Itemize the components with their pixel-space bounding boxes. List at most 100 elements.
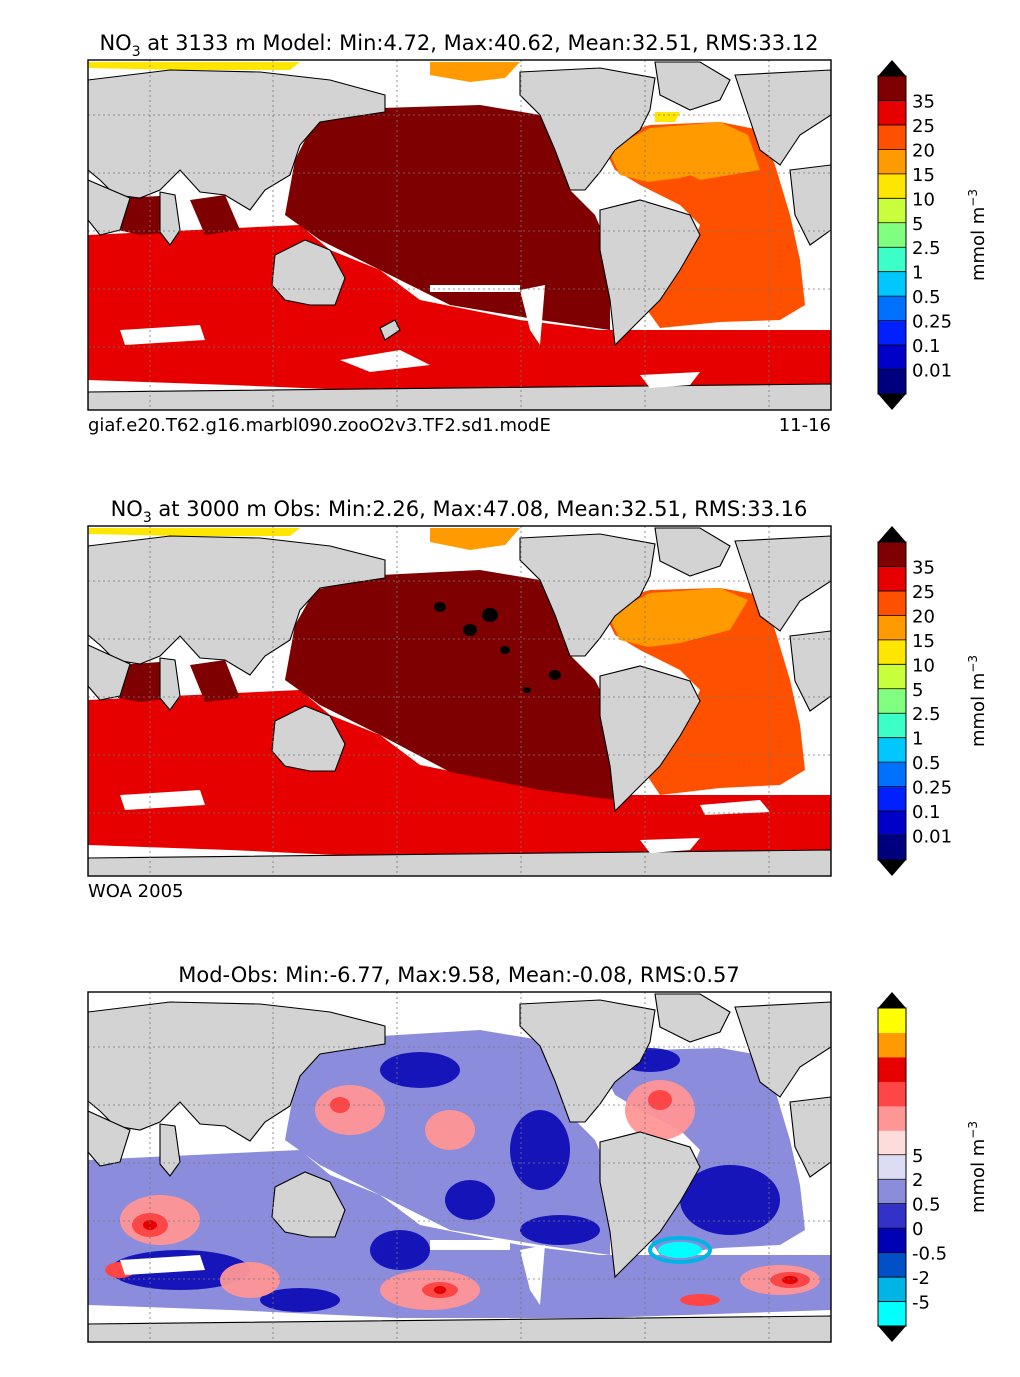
panel-diff-frame	[87, 991, 832, 1343]
colorbar-swatch	[878, 1179, 906, 1205]
colorbar-tick-label: -2	[912, 1268, 930, 1289]
colorbar-swatch	[878, 1056, 906, 1082]
colorbar-tick-label: 35	[912, 557, 935, 578]
colorbar-tick-label: 35	[912, 91, 935, 112]
panel-model-frame	[87, 59, 832, 411]
colorbar-tick-label: 0.25	[912, 312, 952, 333]
colorbar-swatch	[878, 296, 906, 322]
colorbar-tick-label: 2.5	[912, 238, 941, 259]
panel-diff: Mod-Obs: Min:-6.77, Max:9.58, Mean:-0.08…	[87, 963, 989, 1343]
colorbar-tick-label: 0.25	[912, 778, 952, 799]
panel-obs: NO3 at 3000 m Obs: Min:2.26, Max:47.08, …	[87, 497, 989, 902]
colorbar-tick-label: 20	[912, 606, 935, 627]
colorbar-swatch	[878, 1154, 906, 1180]
colorbar-swatch	[878, 1203, 906, 1229]
panel-model-title: NO3 at 3133 m Model: Min:4.72, Max:40.62…	[99, 31, 818, 60]
colorbar-tick-label: 0.5	[912, 1195, 941, 1216]
colorbar-extend-min	[878, 860, 906, 876]
colorbar-tick-label: 0.01	[912, 827, 952, 848]
colorbar-swatch	[878, 100, 906, 126]
colorbar-swatch	[878, 713, 906, 739]
colorbar-tick-label: 1	[912, 263, 923, 284]
panel-model: NO3 at 3133 m Model: Min:4.72, Max:40.62…	[87, 31, 989, 436]
colorbar-tick-label: 20	[912, 140, 935, 161]
colorbar-swatch	[878, 320, 906, 346]
colorbar-swatch	[878, 271, 906, 297]
colorbar-swatch	[878, 590, 906, 616]
colorbar-tick-label: 25	[912, 116, 935, 137]
colorbar-swatch	[878, 1008, 906, 1033]
colorbar-model: 0.01 0.1 0.25 0.5 1 2.5 5 10 15 20 25 35 mmol m−3	[877, 60, 989, 410]
colorbar-extend-min	[878, 1326, 906, 1342]
colorbar-tick-label: 5	[912, 680, 923, 701]
colorbar-tick-label: 25	[912, 582, 935, 603]
colorbar-swatch	[878, 786, 906, 812]
colorbar-swatch	[878, 1277, 906, 1303]
colorbar-swatch	[878, 811, 906, 837]
colorbar-frame	[877, 1007, 907, 1327]
colorbar-tick-label: 15	[912, 165, 935, 186]
panel-obs-map	[88, 526, 831, 876]
colorbar-swatch	[878, 198, 906, 224]
colorbar-swatch	[878, 149, 906, 175]
colorbar-tick-label: 10	[912, 655, 935, 676]
colorbar-swatch	[878, 1252, 906, 1278]
colorbar-swatch	[878, 737, 906, 763]
colorbar-swatch	[878, 345, 906, 371]
colorbar-extend-max	[878, 526, 906, 542]
panel-model-caption-left: giaf.e20.T62.g16.marbl090.zooO2v3.TF2.sd…	[88, 415, 551, 436]
colorbar-swatch	[878, 688, 906, 714]
colorbar-swatch	[878, 1130, 906, 1156]
colorbar-label: mmol m−3	[966, 655, 989, 747]
panel-obs-title: NO3 at 3000 m Obs: Min:2.26, Max:47.08, …	[111, 497, 808, 526]
colorbar-frame	[877, 541, 907, 861]
colorbar-swatch	[878, 1228, 906, 1254]
colorbar-swatch	[878, 222, 906, 248]
colorbar-swatch	[878, 762, 906, 788]
colorbar-frame	[877, 75, 907, 395]
colorbar-tick-label: 0	[912, 1219, 923, 1240]
colorbar-swatch	[878, 76, 906, 101]
colorbar-swatch	[878, 1301, 906, 1327]
colorbar-tick-label: 15	[912, 631, 935, 652]
panel-obs-frame	[87, 525, 832, 877]
colorbar-extend-max	[878, 992, 906, 1008]
panel-diff-title: Mod-Obs: Min:-6.77, Max:9.58, Mean:-0.08…	[178, 963, 739, 987]
colorbar-swatch	[878, 247, 906, 273]
colorbar-tick-label: 0.01	[912, 361, 952, 382]
colorbar-tick-label: 2.5	[912, 704, 941, 725]
colorbar-swatch	[878, 369, 906, 395]
colorbar-extend-min	[878, 394, 906, 410]
colorbar-tick-label: 0.1	[912, 802, 941, 823]
colorbar-swatch	[878, 664, 906, 690]
colorbar-tick-label: -0.5	[912, 1244, 947, 1265]
colorbar-obs: 0.01 0.1 0.25 0.5 1 2.5 5 10 15 20 25 35 mmol m−3	[877, 526, 989, 876]
colorbar-tick-label: 0.1	[912, 336, 941, 357]
panel-model-caption-right: 11-16	[779, 415, 831, 436]
colorbar-swatch	[878, 835, 906, 861]
colorbar-tick-label: 5	[912, 214, 923, 235]
colorbar-swatch	[878, 615, 906, 641]
colorbar-tick-label: 0.5	[912, 287, 941, 308]
colorbar-tick-label: 10	[912, 189, 935, 210]
colorbar-tick-label: 1	[912, 729, 923, 750]
colorbar-tick-label: 2	[912, 1170, 923, 1191]
colorbar-diff: -5 -2 -0.5 0 0.5 2 5 mmol m−3	[877, 992, 989, 1342]
colorbar-swatch	[878, 124, 906, 150]
panel-model-map	[88, 60, 831, 410]
colorbar-label: mmol m−3	[966, 1121, 989, 1213]
panel-obs-caption-left: WOA 2005	[88, 881, 184, 902]
colorbar-swatch	[878, 542, 906, 567]
colorbar-tick-label: 0.5	[912, 753, 941, 774]
colorbar-swatch	[878, 1081, 906, 1107]
colorbar-swatch	[878, 173, 906, 199]
colorbar-swatch	[878, 639, 906, 665]
colorbar-swatch	[878, 566, 906, 592]
colorbar-label: mmol m−3	[966, 189, 989, 281]
colorbar-extend-max	[878, 60, 906, 76]
panel-diff-map	[88, 992, 831, 1342]
colorbar-tick-label: 5	[912, 1146, 923, 1167]
colorbar-swatch	[878, 1032, 906, 1058]
colorbar-swatch	[878, 1105, 906, 1131]
